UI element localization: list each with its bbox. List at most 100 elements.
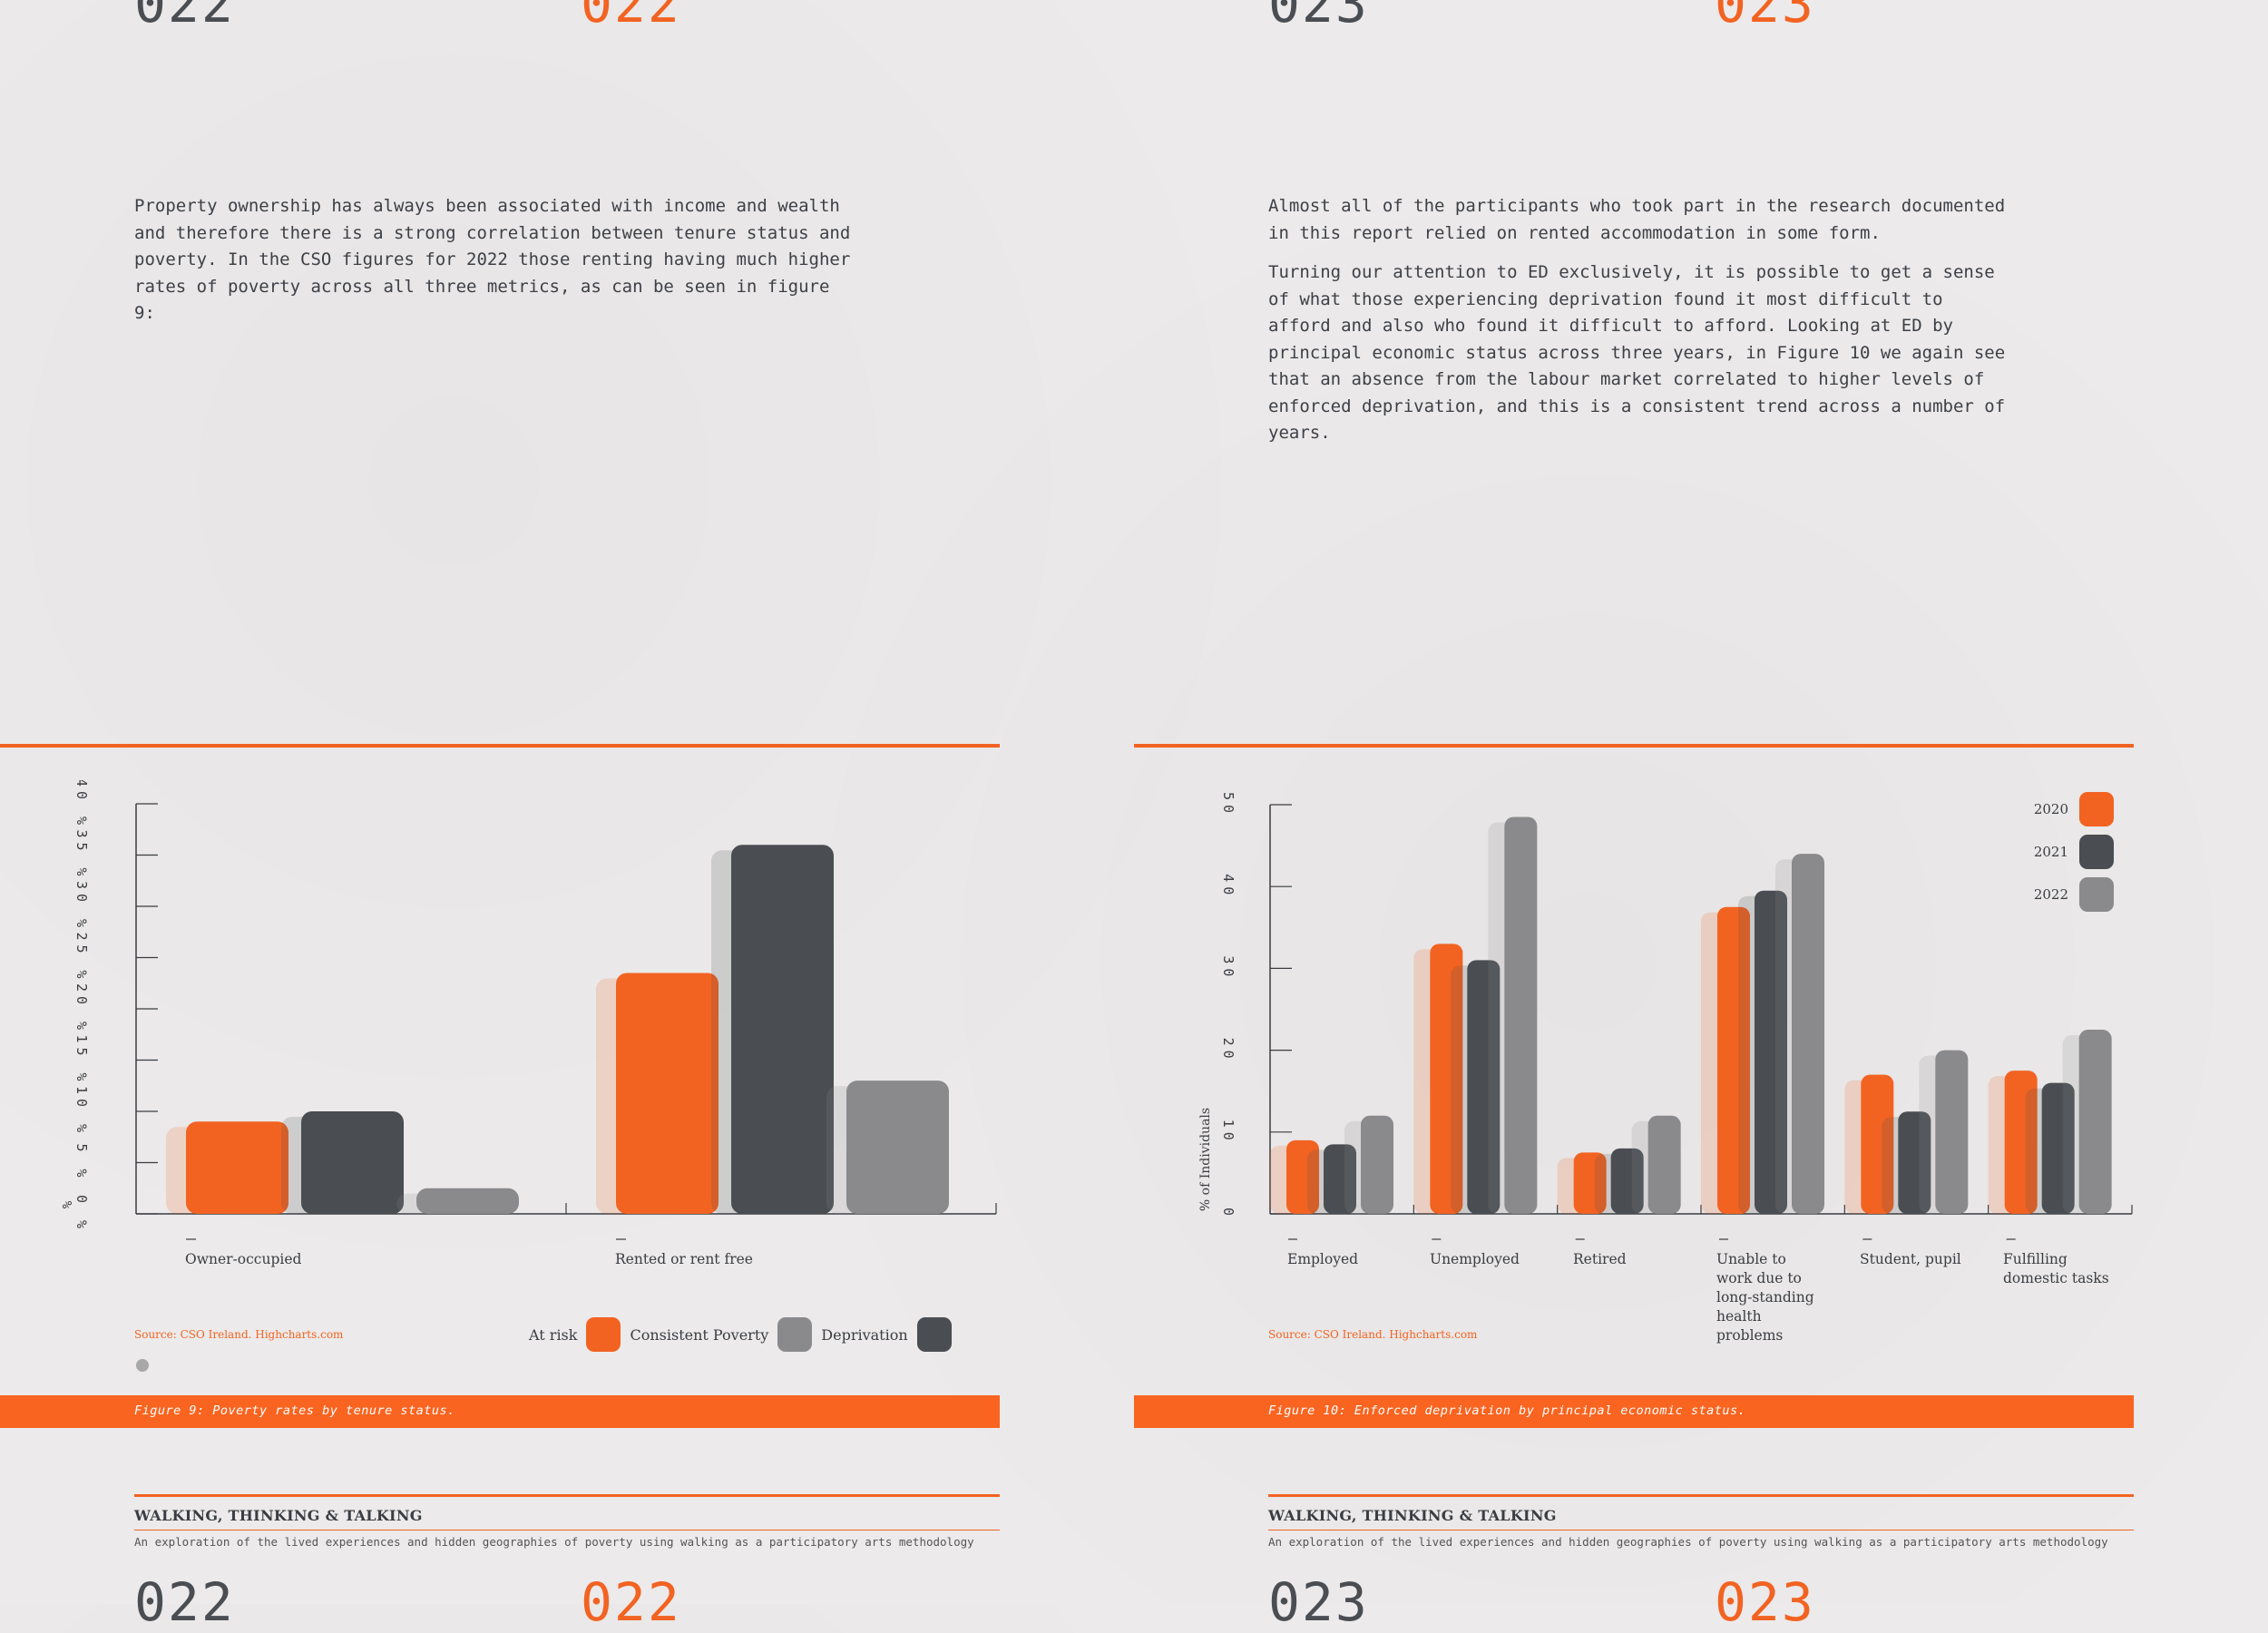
figure-9-chart: 0 % 5 % 10 %15 %20 %25 %30 %35 %40 %% <box>59 780 997 1240</box>
fig10-bar <box>1717 906 1750 1214</box>
right-body-text: Almost all of the participants who took … <box>1268 193 2012 460</box>
fig10-category-label-1-line-0: Unemployed <box>1430 1251 1520 1267</box>
fig10-bar <box>1935 1050 1969 1214</box>
right-page-number: 023 <box>1268 0 1369 34</box>
fig9-y-tick-label: 30 % <box>73 881 90 932</box>
fig9-legend-item-1: Deprivation <box>821 1325 908 1344</box>
fig10-category-label-2-line-0: Retired <box>1573 1251 1627 1267</box>
fig10-bar <box>1467 960 1501 1214</box>
fig9-y-tick-label: 10 % <box>73 1086 90 1137</box>
fig9-y-axis-title: % <box>59 1201 73 1209</box>
fig10-category-label-1: Unemployed <box>1430 1250 1557 1269</box>
fig9-category-label-1: Rented or rent free <box>615 1251 753 1267</box>
fig10-bar <box>1430 944 1463 1214</box>
fig10-y-tick-label: 40 <box>1220 874 1237 899</box>
fig10-legend-row-0: 2020 <box>2023 792 2114 826</box>
fig10-legend-swatch-2020 <box>2079 792 2114 826</box>
fig10-y-tick-label: 50 <box>1220 792 1237 817</box>
fig10-bar <box>1861 1074 1894 1214</box>
fig10-bar <box>1286 1139 1319 1214</box>
fig9-y-tick-label: 40 % <box>73 780 90 829</box>
right-footer-subtitle: An exploration of the lived experiences … <box>1268 1535 2108 1549</box>
fig10-category-label-0-line-0: Employed <box>1287 1251 1359 1267</box>
fig9-legend-title: At risk <box>529 1325 578 1344</box>
left-source: Source: CSO Ireland. Highcharts.com <box>134 1328 344 1341</box>
right-caption-band: Figure 10: Enforced deprivation by princ… <box>1134 1395 2134 1428</box>
fig10-category-label-5-line-1: domestic tasks <box>2003 1270 2109 1286</box>
left-page-number-orange: 022 <box>581 0 681 34</box>
fig9-bar <box>301 1111 404 1214</box>
right-page-number-orange: 023 <box>1715 0 1815 34</box>
fig10-category-label-3-line-4: problems <box>1716 1327 1784 1344</box>
left-page-number: 022 <box>134 0 235 34</box>
fig10-bar <box>2041 1082 2075 1214</box>
fig9-bar <box>731 845 834 1214</box>
left-page-number-bottom-orange: 022 <box>581 1571 681 1633</box>
fig10-legend-row-2: 2022 <box>2023 877 2114 912</box>
figure-10-chart: 0 10 20 30 40 50 % of Individuals <box>1198 792 2133 1240</box>
fig9-bar <box>846 1081 949 1214</box>
fig9-y-tick-label: 20 % <box>73 983 90 1034</box>
fig10-category-label-5: Fulfilling domestic tasks <box>2003 1250 2130 1288</box>
fig10-bar <box>1755 890 1787 1214</box>
fig10-bar <box>1610 1148 1644 1214</box>
left-body-text: Property ownership has always been assoc… <box>134 193 860 340</box>
fig10-bar <box>2004 1071 2038 1214</box>
fig10-category-label-0: Employed <box>1287 1250 1414 1269</box>
fig10-y-tick-label: 0 <box>1220 1208 1237 1220</box>
right-page-number-bottom-orange: 023 <box>1715 1571 1815 1633</box>
left-paragraph-1: Property ownership has always been assoc… <box>134 196 851 323</box>
fig10-y-tick-label: 20 <box>1220 1038 1237 1063</box>
fig10-category-label-3-line-3: health <box>1716 1308 1762 1325</box>
fig10-bar <box>1898 1111 1931 1214</box>
fig10-bar <box>1573 1152 1607 1214</box>
fig10-bar <box>1324 1144 1356 1214</box>
fig10-category-label-3-line-0: Unable to <box>1716 1251 1786 1267</box>
fig10-legend-swatch-2022 <box>2079 877 2114 912</box>
fig10-legend-item-1: 2021 <box>2033 844 2068 860</box>
right-page-number-bottom: 023 <box>1268 1571 1369 1633</box>
fig10-legend-item-0: 2020 <box>2033 801 2068 817</box>
fig9-legend-item-0: Consistent Poverty <box>630 1325 769 1344</box>
fig9-y-tick-label: 25 % <box>73 932 90 983</box>
right-paragraph-1: Almost all of the participants who took … <box>1268 196 2006 243</box>
left-smudge <box>136 1359 149 1372</box>
fig10-y-tick-label: 30 <box>1220 955 1237 981</box>
right-caption: Figure 10: Enforced deprivation by princ… <box>1268 1403 1746 1418</box>
right-footer-rule <box>1268 1494 2134 1497</box>
fig9-bar <box>416 1188 519 1214</box>
fig10-category-label-5-line-0: Fulfilling <box>2003 1251 2068 1267</box>
fig10-category-label-3: Unable to work due to long-standing heal… <box>1716 1250 1843 1345</box>
fig9-legend-swatch-gray <box>777 1317 813 1352</box>
left-caption-band: Figure 9: Poverty rates by tenure status… <box>0 1395 1000 1428</box>
left-page-number-bottom: 022 <box>134 1571 235 1633</box>
fig9-legend: At risk Consistent Poverty Deprivation <box>529 1317 952 1352</box>
fig9-legend-swatch-dark <box>916 1317 952 1352</box>
left-footer-title: WALKING, THINKING & TALKING <box>134 1507 423 1524</box>
fig10-legend: 2020 2021 2022 <box>2023 792 2114 912</box>
right-paragraph-2: Turning our attention to ED exclusively,… <box>1268 262 2006 443</box>
fig10-legend-swatch-2021 <box>2079 835 2114 869</box>
right-top-rule <box>1134 744 2134 748</box>
fig9-y-tick-label: 5 % <box>73 1143 90 1181</box>
fig10-bar <box>1792 854 1824 1214</box>
fig9-category-label-0: Owner-occupied <box>185 1251 302 1267</box>
right-source: Source: CSO Ireland. Highcharts.com <box>1268 1328 1478 1341</box>
fig10-category-label-3-line-2: long-standing <box>1716 1289 1814 1305</box>
left-top-rule <box>0 744 1000 748</box>
fig10-category-label-4: Student, pupil <box>1860 1250 1987 1269</box>
fig10-legend-item-2: 2022 <box>2033 886 2068 903</box>
fig10-category-label-4-line-0: Student, pupil <box>1860 1251 1961 1267</box>
right-footer-title: WALKING, THINKING & TALKING <box>1268 1507 1557 1524</box>
fig10-category-label-2: Retired <box>1573 1250 1700 1269</box>
fig9-bar <box>616 973 719 1214</box>
fig10-bar <box>1504 816 1538 1214</box>
fig9-bar <box>186 1121 288 1214</box>
left-footer-subtitle: An exploration of the lived experiences … <box>134 1535 974 1549</box>
fig10-bar <box>1361 1115 1393 1214</box>
fig10-bar <box>2078 1030 2112 1214</box>
fig10-y-tick-label: 10 <box>1220 1120 1237 1145</box>
fig9-y-tick-label: 0 % <box>73 1195 90 1233</box>
fig10-bar <box>1647 1115 1681 1214</box>
fig9-y-tick-label: 35 % <box>73 829 90 880</box>
